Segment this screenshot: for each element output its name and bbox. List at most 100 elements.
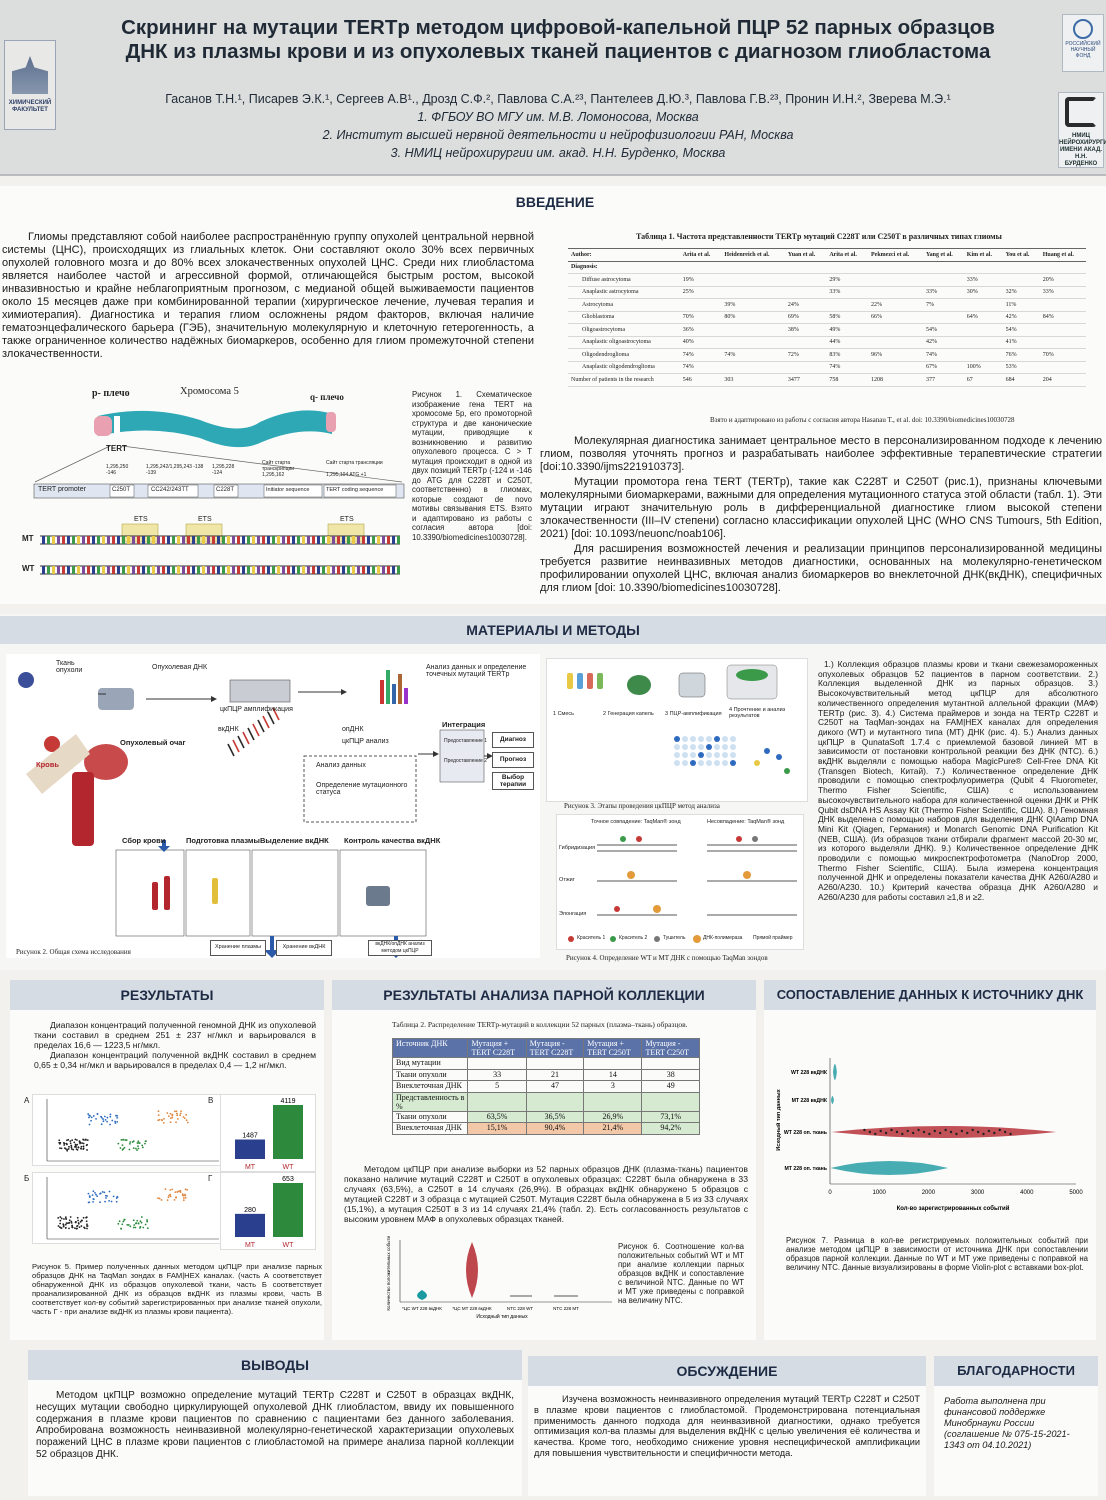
droplet-event <box>160 1119 163 1121</box>
fig3-step-1: 1 Смесь <box>553 711 575 717</box>
droplet-event <box>86 1139 89 1142</box>
table-2-cell <box>583 1057 643 1070</box>
base-pair <box>317 536 320 544</box>
droplet-event <box>96 1195 99 1198</box>
droplet-event <box>70 1220 73 1223</box>
table-1-source: Взято и адаптировано из работы с согласи… <box>710 416 1015 424</box>
fig2-therapy-box: Выбор терапии <box>492 772 534 790</box>
table-1-cell <box>868 261 923 274</box>
base-pair <box>77 566 80 574</box>
fig7-point <box>971 1128 974 1132</box>
fig6-x-label: Исходный тип данных <box>476 1313 528 1320</box>
process-flow-boxes <box>115 849 427 937</box>
base-pair <box>347 566 350 574</box>
fig7-point <box>922 1130 926 1134</box>
droplet-event <box>176 1114 179 1117</box>
fig2-label-ddpcr-amp: цкПЦР амплификация <box>220 706 293 713</box>
fig2-label-collect: Сбор крови <box>122 836 166 845</box>
table-1-cell: 20% <box>1039 273 1086 287</box>
droplet-event <box>70 1148 73 1150</box>
table-1-cell <box>963 298 1003 312</box>
base-pair <box>87 536 90 544</box>
droplet-event <box>157 1110 160 1113</box>
base-pair <box>352 536 355 544</box>
droplet-event <box>86 1223 88 1226</box>
droplet-event <box>183 1117 186 1120</box>
base-pair <box>122 566 125 574</box>
droplet-event <box>169 1117 172 1119</box>
fig7-point <box>939 1131 942 1135</box>
base-pair <box>82 566 85 574</box>
table-2-cell <box>467 1057 527 1070</box>
droplet-event <box>176 1190 179 1193</box>
base-pair <box>137 536 140 544</box>
base-pair <box>372 536 375 544</box>
droplet-event <box>146 1227 149 1230</box>
figure-2: Ткань опухоли Опухолевая ДНК цкПЦР ампли… <box>6 654 540 958</box>
table-1-row: Anaplastic oligodendroglioma 74% 74% 67% 100… <box>568 361 1086 374</box>
bar-wt <box>273 1105 303 1159</box>
integration-box <box>439 729 485 783</box>
label-pos1: 1,295,250 -146 <box>106 464 129 476</box>
base-pair <box>92 566 95 574</box>
base-pair <box>57 566 60 574</box>
figure-4-diagram <box>568 836 797 943</box>
base-pair <box>392 536 395 544</box>
fig6-category-label: NTC 228 MT <box>553 1306 579 1311</box>
table-2-cell: 21 <box>525 1068 585 1081</box>
helix-rung <box>247 727 255 741</box>
panel-letter-v: Б <box>24 1174 30 1183</box>
fig6-y-label: Количество положительных событий <box>385 1236 391 1311</box>
fig4-legend-dye1: Краситель 1 <box>577 935 606 941</box>
bar-value-wt: 653 <box>282 1176 294 1183</box>
droplet-event <box>63 1142 66 1145</box>
fig7-x-label: Кол-во зарегистрированных событий <box>897 1205 1010 1212</box>
table-1-cell: 758 <box>826 373 869 387</box>
rsf-logo: РОССИЙСКИЙ НАУЧНЫЙ ФОНД <box>1062 14 1104 72</box>
table-1-cell: 69% <box>784 311 827 324</box>
figure-7-caption: Рисунок 7. Разница в кол-ве регистрируем… <box>786 1236 1088 1272</box>
base-pair <box>382 566 385 574</box>
table-1-cell: 74% <box>826 361 869 374</box>
pcr-plate-icon <box>229 679 291 703</box>
droplet-event <box>120 1139 123 1141</box>
droplet-event <box>182 1194 185 1197</box>
helix-rung <box>227 743 235 757</box>
table-1-cell: 74% <box>721 348 785 362</box>
droplet-event <box>176 1112 178 1115</box>
droplet-event <box>114 1120 117 1123</box>
fig2-prognosis-box: Прогноз <box>492 752 534 768</box>
droplet-event <box>81 1142 83 1144</box>
droplet-event <box>69 1140 72 1143</box>
base-pair <box>212 536 215 544</box>
base-pair <box>102 566 105 574</box>
table-1-cell: 54% <box>922 323 964 337</box>
label-initiator: Initiator sequence <box>266 487 310 493</box>
base-pair <box>62 536 65 544</box>
table-1-cell: 74% <box>922 348 964 362</box>
base-pair <box>297 536 300 544</box>
base-pair <box>397 566 400 574</box>
droplet-event <box>67 1138 70 1141</box>
base-pair <box>117 536 120 544</box>
droplet <box>698 760 704 766</box>
table-1-cell: 38% <box>784 323 827 337</box>
droplet-event <box>157 1114 160 1117</box>
droplet <box>706 752 712 758</box>
base-pair <box>292 566 295 574</box>
zoom-line-left <box>34 445 111 483</box>
droplet-event <box>75 1148 78 1151</box>
table-1-cell <box>721 286 785 299</box>
droplet-event <box>135 1147 137 1150</box>
bars-top: 1487 MT 4119 WT <box>220 1094 316 1172</box>
conclusions-heading: ВЫВОДЫ <box>28 1350 522 1380</box>
fig7-point <box>863 1128 866 1132</box>
fig7-point <box>911 1131 915 1135</box>
conclusions-text: Методом цкПЦР возможно определение мутац… <box>36 1390 514 1460</box>
base-pair <box>252 566 255 574</box>
base-pair <box>242 566 245 574</box>
base-pair <box>322 536 325 544</box>
droplet-event <box>125 1139 128 1141</box>
droplet <box>690 736 696 742</box>
base-pair <box>377 566 380 574</box>
